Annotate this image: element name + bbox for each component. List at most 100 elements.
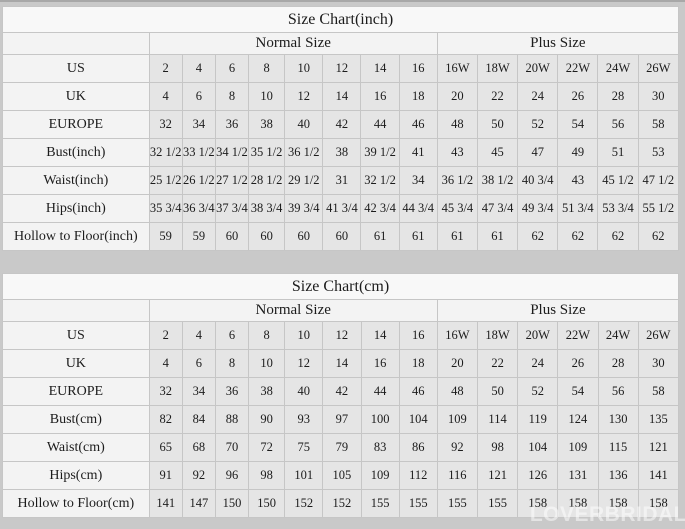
size-cell: 12	[322, 54, 362, 83]
size-cell: 86	[398, 433, 438, 462]
row-label: US	[2, 321, 150, 350]
size-cell: 18W	[476, 321, 519, 350]
size-cell: 61	[360, 222, 400, 251]
size-cell: 24W	[597, 321, 639, 350]
size-cell: 158	[557, 489, 599, 518]
size-cell: 4	[181, 321, 216, 350]
size-cell: 32 1/2	[360, 166, 400, 195]
size-cell: 6	[181, 349, 216, 378]
size-cell: 45	[476, 138, 519, 167]
size-cell: 44	[360, 110, 400, 139]
row-label: Bust(cm)	[2, 405, 150, 434]
size-cell: 16	[398, 321, 438, 350]
size-cell: 28	[597, 349, 639, 378]
size-cell: 84	[181, 405, 216, 434]
size-cell: 27 1/2	[214, 166, 250, 195]
size-cell: 20	[436, 349, 478, 378]
size-cell: 33 1/2	[181, 138, 216, 167]
corner-cell	[2, 299, 150, 322]
size-cell: 109	[436, 405, 478, 434]
size-cell: 53	[637, 138, 680, 167]
size-cell: 25 1/2	[148, 166, 183, 195]
row-label: Bust(inch)	[2, 138, 150, 167]
size-cell: 131	[557, 461, 599, 490]
table-row: Waist(cm) 65 68 70 72 75 79 83 86 92 98 104 109 115 12…	[2, 433, 680, 462]
size-cell: 61	[476, 222, 519, 251]
size-cell: 82	[148, 405, 183, 434]
size-cell: 51	[597, 138, 639, 167]
size-cell: 50	[476, 377, 519, 406]
size-cell: 12	[322, 321, 362, 350]
table-row: Waist(inch) 25 1/2 26 1/2 27 1/2 28 1/2 29 1/…	[2, 166, 680, 195]
size-cell: 152	[284, 489, 324, 518]
size-cell: 36 1/2	[436, 166, 478, 195]
size-cell: 49	[557, 138, 599, 167]
size-cell: 45 3/4	[436, 194, 478, 223]
row-label: Hollow to Floor(cm)	[2, 489, 150, 518]
size-cell: 155	[398, 489, 438, 518]
size-cell: 88	[214, 405, 250, 434]
size-cell: 2	[148, 54, 183, 83]
size-cell: 47 3/4	[476, 194, 519, 223]
size-cell: 20W	[517, 321, 559, 350]
size-cell: 41	[398, 138, 438, 167]
size-cell: 38	[322, 138, 362, 167]
size-cell: 150	[214, 489, 250, 518]
size-cell: 121	[637, 433, 680, 462]
size-cell: 29 1/2	[284, 166, 324, 195]
size-cell: 155	[436, 489, 478, 518]
size-cell: 22W	[557, 321, 599, 350]
size-cell: 70	[214, 433, 250, 462]
size-cell: 141	[637, 461, 680, 490]
size-cell: 16	[360, 349, 400, 378]
size-cell: 16W	[436, 321, 478, 350]
size-cell: 16	[360, 82, 400, 111]
table-row: EUROPE 32 34 36 38 40 42 44 46 48 50 52 54 56 58	[2, 110, 680, 139]
size-cell: 42	[322, 110, 362, 139]
size-cell: 119	[517, 405, 559, 434]
size-cell: 44	[360, 377, 400, 406]
size-cell: 48	[436, 377, 478, 406]
size-cell: 6	[214, 321, 250, 350]
size-cell: 10	[248, 349, 286, 378]
size-cell: 62	[637, 222, 680, 251]
size-cell: 104	[517, 433, 559, 462]
size-cell: 56	[597, 377, 639, 406]
size-cell: 6	[181, 82, 216, 111]
size-cell: 40	[284, 110, 324, 139]
size-chart-cm-table: Size Chart(cm) Normal Size Plus Size US 2…	[2, 273, 680, 518]
size-chart-cm-body: US 2 4 6 8 10 12 14 16 16W 18W 20W 22W 24W 26W UK 4 6 8 10 1…	[2, 321, 680, 518]
size-cell: 30	[637, 82, 680, 111]
size-cell: 147	[181, 489, 216, 518]
size-cell: 26W	[637, 54, 680, 83]
size-cell: 51 3/4	[557, 194, 599, 223]
size-cell: 56	[597, 110, 639, 139]
size-cell: 20W	[517, 54, 559, 83]
normal-size-header: Normal Size	[148, 32, 438, 55]
size-chart-inch-table: Size Chart(inch) Normal Size Plus Size U…	[2, 6, 680, 251]
table-title: Size Chart(inch)	[2, 6, 679, 33]
size-cell: 10	[284, 321, 324, 350]
size-cell: 36 3/4	[181, 194, 216, 223]
size-cell: 18W	[476, 54, 519, 83]
size-cell: 155	[476, 489, 519, 518]
size-cell: 26	[557, 82, 599, 111]
size-cell: 26 1/2	[181, 166, 216, 195]
plus-size-header: Plus Size	[436, 32, 680, 55]
table-row: EUROPE 32 34 36 38 40 42 44 46 48 50 52 54 56 58	[2, 377, 680, 406]
size-cell: 38 1/2	[476, 166, 519, 195]
size-cell: 44 3/4	[398, 194, 438, 223]
size-cell: 41 3/4	[322, 194, 362, 223]
size-cell: 150	[248, 489, 286, 518]
size-cell: 8	[214, 82, 250, 111]
row-label: Hollow to Floor(inch)	[2, 222, 150, 251]
size-cell: 34	[398, 166, 438, 195]
size-cell: 34	[181, 110, 216, 139]
group-header-row: Normal Size Plus Size	[2, 32, 680, 55]
table-row: Hollow to Floor(inch) 59 59 60 60 60 60 61 61 61 6…	[2, 222, 680, 251]
size-cell: 38 3/4	[248, 194, 286, 223]
size-cell: 8	[214, 349, 250, 378]
size-cell: 40 3/4	[517, 166, 559, 195]
size-cell: 55 1/2	[637, 194, 680, 223]
size-cell: 52	[517, 110, 559, 139]
